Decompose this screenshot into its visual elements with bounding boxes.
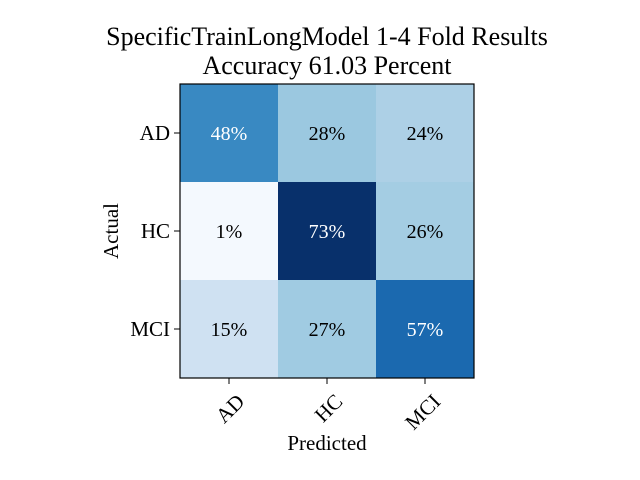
heatmap-cell-mci-hc: [278, 280, 376, 378]
cell-value-label: 1%: [216, 221, 243, 243]
y-tick-label: HC: [141, 219, 170, 243]
cell-value-label: 73%: [309, 221, 346, 243]
x-axis-label: Predicted: [287, 431, 367, 455]
x-axis-ticks: AD HC MCI: [211, 378, 445, 434]
heatmap-cell-labels: 48% 28% 24% 1% 73% 26% 15% 27% 57%: [211, 123, 444, 341]
cell-value-label: 15%: [211, 319, 248, 341]
heatmap-cell-hc-hc: [278, 182, 376, 280]
y-tick-label: AD: [140, 121, 170, 145]
heatmap-cell-ad-mci: [376, 84, 474, 182]
y-axis-ticks: AD HC MCI: [130, 121, 180, 341]
x-tick-label: AD: [211, 389, 249, 427]
heatmap-cell-mci-ad: [180, 280, 278, 378]
heatmap-cell-ad-ad: [180, 84, 278, 182]
x-tick-label: HC: [310, 389, 348, 427]
cell-value-label: 26%: [407, 221, 444, 243]
heatmap-cells: [180, 84, 474, 378]
heatmap-cell-mci-mci: [376, 280, 474, 378]
x-tick-label: MCI: [400, 389, 445, 434]
chart-title-line1: SpecificTrainLongModel 1-4 Fold Results: [106, 22, 548, 51]
y-tick-label: MCI: [130, 317, 170, 341]
cell-value-label: 24%: [407, 123, 444, 145]
chart-title-line2: Accuracy 61.03 Percent: [202, 51, 452, 80]
heatmap-cell-hc-mci: [376, 182, 474, 280]
heatmap-cell-hc-ad: [180, 182, 278, 280]
heatmap-cell-ad-hc: [278, 84, 376, 182]
cell-value-label: 27%: [309, 319, 346, 341]
cell-value-label: 57%: [407, 319, 444, 341]
y-axis-label: Actual: [99, 203, 123, 259]
cell-value-label: 48%: [211, 123, 248, 145]
cell-value-label: 28%: [309, 123, 346, 145]
